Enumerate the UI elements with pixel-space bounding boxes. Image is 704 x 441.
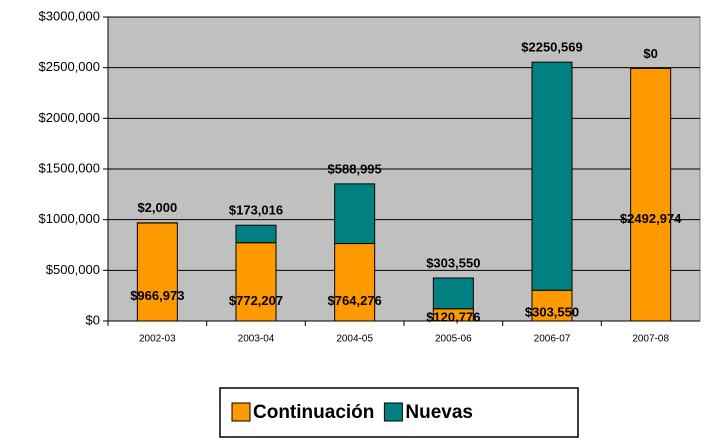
y-tick-label: $2500,000: [39, 59, 100, 74]
x-tick-label: 2003-04: [238, 334, 275, 345]
value-label: $2492,974: [620, 211, 682, 226]
bar-segment: [334, 243, 376, 322]
bar-segment: [531, 61, 573, 291]
bar-segment: [531, 289, 573, 322]
x-tick-label: 2007-08: [632, 334, 669, 345]
x-tick-label: 2006-07: [534, 334, 571, 345]
y-tick-label: $2000,000: [39, 110, 100, 125]
legend-label: Continuación: [253, 402, 374, 423]
value-label: $0: [643, 46, 657, 61]
bar-segment: [235, 242, 277, 322]
y-tick-label: $1000,000: [39, 211, 100, 226]
bar-segment: [432, 277, 474, 310]
x-tick-label: 2005-06: [435, 334, 472, 345]
bar-segment: [630, 67, 672, 322]
y-tick-label: $3000,000: [39, 8, 100, 23]
value-label: $2250,569: [521, 40, 582, 55]
value-label: $966,973: [130, 288, 184, 303]
value-label: $120,776: [426, 309, 480, 324]
value-label: $2,000: [137, 200, 177, 215]
bar-segment: [334, 183, 376, 245]
bar-segment: [235, 224, 277, 244]
legend-swatch: [383, 402, 403, 422]
value-label: $303,550: [525, 305, 579, 320]
bar-segment: [136, 222, 178, 322]
y-tick-label: $1500,000: [39, 160, 100, 175]
legend-label: Nuevas: [405, 402, 473, 423]
x-tick-label: 2002-03: [139, 334, 176, 345]
y-tick-label: $0: [86, 312, 100, 327]
value-label: $303,550: [426, 255, 480, 270]
value-label: $173,016: [229, 203, 283, 218]
value-label: $772,207: [229, 293, 283, 308]
legend-swatch: [231, 402, 251, 422]
x-tick-label: 2004-05: [336, 334, 373, 345]
value-label: $764,276: [328, 293, 382, 308]
y-tick-label: $500,000: [46, 262, 100, 277]
value-label: $588,995: [328, 161, 382, 176]
